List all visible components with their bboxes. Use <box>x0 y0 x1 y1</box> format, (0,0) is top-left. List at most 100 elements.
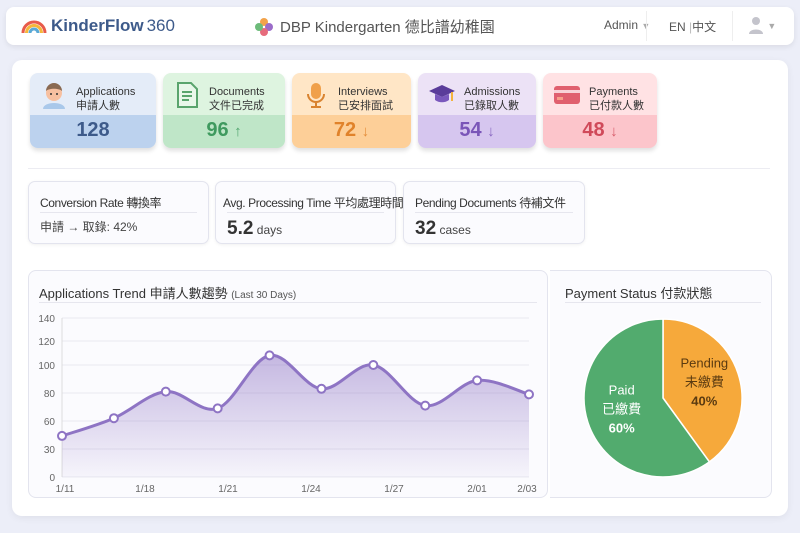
kpi-label-en: Admissions <box>464 86 521 98</box>
data-point[interactable] <box>524 389 534 400</box>
flower-logo-icon <box>255 17 273 36</box>
kpi-value: 96 <box>206 119 229 141</box>
data-point[interactable] <box>316 383 327 394</box>
kpi-label-en: Applications <box>76 86 136 98</box>
pie-title: Payment Status 付款狀態 <box>565 286 713 301</box>
x-tick-label: 1/21 <box>218 484 238 495</box>
pie-chart: Pending 未繳費 40% Paid 已繳費 60% <box>583 318 743 478</box>
pie-label: 已繳費 <box>602 401 641 416</box>
info-value: 申請 → 取錄: 42% <box>40 220 138 234</box>
data-point[interactable] <box>420 400 431 411</box>
child-icon <box>40 81 68 109</box>
site-title: DBP Kindergarten 德比譜幼稚園 <box>254 16 495 37</box>
info-unit: cases <box>439 223 471 237</box>
y-tick-label: 100 <box>38 361 55 372</box>
pie-label: 未繳費 <box>685 375 724 390</box>
kpi-label-en: Documents <box>209 86 265 98</box>
y-tick-label: 60 <box>44 417 56 428</box>
pie-label: Pending <box>680 356 728 371</box>
kpi-label-zh: 文件已完成 <box>209 100 264 112</box>
chart-subtitle: (Last 30 Days) <box>231 290 297 301</box>
trend-line <box>61 353 530 438</box>
lang-sep: | <box>689 20 693 34</box>
trend-arrow-icon: ↓ <box>487 123 495 140</box>
pie-slice-paid[interactable] <box>583 318 711 478</box>
kpi-label-en: Interviews <box>338 86 388 98</box>
divider <box>732 11 733 41</box>
x-tick-label: 1/18 <box>135 484 155 495</box>
y-tick-label: 30 <box>44 445 56 456</box>
kpi-card-admissions[interactable]: Admissions 已錄取人數 54 ↓ <box>418 73 536 148</box>
y-tick-label: 0 <box>49 473 55 484</box>
chevron-down-icon: ▼ <box>641 21 651 31</box>
kpi-value: 54 <box>459 119 482 141</box>
kpi-label-zh: 已付款人數 <box>589 100 644 112</box>
credit-card-icon <box>553 81 581 109</box>
pie-label: 60% <box>609 420 635 435</box>
x-tick-label: 2/01 <box>467 484 487 495</box>
pie-slice-pending[interactable] <box>662 318 743 463</box>
divider <box>646 11 647 41</box>
kpi-label-zh: 已錄取人數 <box>464 100 519 112</box>
trend-arrow-icon: ↓ <box>610 123 618 140</box>
kpi-value: 72 <box>333 119 357 141</box>
kpi-card-payments[interactable]: Payments 已付款人數 48 ↓ <box>543 73 657 148</box>
pie-label: Paid <box>609 382 635 397</box>
payment-status-card: Payment Status 付款狀態 Pending 未繳費 40% Paid 已繳費… <box>550 270 772 498</box>
microphone-icon <box>302 81 330 109</box>
x-tick-label: 1/27 <box>384 484 404 495</box>
data-point[interactable] <box>108 413 119 424</box>
info-card: Conversion Rate 轉換率 申請 → 取錄: 42% <box>28 181 209 244</box>
info-value: 5.2 <box>227 218 254 239</box>
kpi-card-applications[interactable]: Applications 申請人數 128 <box>30 73 156 148</box>
x-tick-label: 2/03 <box>517 484 537 495</box>
info-title: Conversion Rate 轉換率 <box>40 196 162 210</box>
site-name: DBP Kindergarten 德比譜幼稚園 <box>280 19 495 36</box>
lang-zh[interactable]: 中文 <box>692 20 717 34</box>
top-header: KinderFlow 360 DBP Kindergarten 德比譜幼稚園 Ad… <box>6 7 794 45</box>
kpi-card-interviews[interactable]: Interviews 已安排面試 72 ↓ <box>292 73 411 148</box>
kpi-label-zh: 申請人數 <box>76 100 120 112</box>
kpi-value: 48 <box>582 119 605 141</box>
admin-label: Admin <box>604 18 639 32</box>
applications-trend-card: Applications Trend 申請人數趨勢 (Last 30 Days)… <box>28 270 548 498</box>
trend-arrow-icon: ↓ <box>361 123 370 140</box>
chart-title: Applications Trend 申請人數趨勢 (Last 30 Days) <box>39 286 297 301</box>
info-card: Pending Documents 待補文件 32 cases <box>403 181 585 244</box>
data-point[interactable] <box>264 350 275 361</box>
brand-number: 360 <box>146 16 175 35</box>
info-title: Pending Documents 待補文件 <box>415 196 566 210</box>
y-tick-label: 120 <box>38 337 55 348</box>
x-tick-label: 1/24 <box>301 484 321 495</box>
info-unit: days <box>256 223 283 237</box>
data-point[interactable] <box>160 386 171 397</box>
kpi-label-en: Payments <box>589 86 638 98</box>
y-tick-label: 80 <box>44 389 56 400</box>
y-tick-label: 140 <box>38 314 55 325</box>
data-point[interactable] <box>472 375 483 386</box>
user-icon <box>749 17 763 34</box>
data-point[interactable] <box>368 360 379 370</box>
kpi-card-documents[interactable]: Documents 文件已完成 96 ↑ <box>163 73 285 148</box>
trend-arrow-icon: ↑ <box>234 123 242 140</box>
chevron-down-icon: ▼ <box>767 21 777 31</box>
language-switcher[interactable]: EN |中文 <box>669 18 716 35</box>
logo[interactable]: KinderFlow 360 <box>20 16 175 36</box>
graduation-cap-icon <box>428 81 456 109</box>
pie-label: 40% <box>691 394 717 409</box>
document-icon <box>173 81 201 109</box>
info-title: Avg. Processing Time 平均處理時間 <box>223 196 404 210</box>
area-fill <box>62 355 529 477</box>
line-chart: 0 30 60 80 100 120 140 1/11 1/18 1/21 1/24 1/27 2/01… <box>38 314 537 495</box>
info-value: 32 <box>415 218 437 239</box>
lang-en[interactable]: EN <box>669 20 686 34</box>
data-point[interactable] <box>57 430 67 441</box>
rainbow-icon <box>21 20 47 34</box>
info-card: Avg. Processing Time 平均處理時間 5.2 days <box>215 181 404 244</box>
kpi-label-zh: 已安排面試 <box>338 100 393 112</box>
x-tick-label: 1/11 <box>56 484 75 495</box>
divider <box>28 168 770 169</box>
user-menu[interactable]: ▼ <box>748 16 776 37</box>
data-point[interactable] <box>212 403 223 414</box>
admin-menu[interactable]: Admin ▼ <box>604 18 650 32</box>
